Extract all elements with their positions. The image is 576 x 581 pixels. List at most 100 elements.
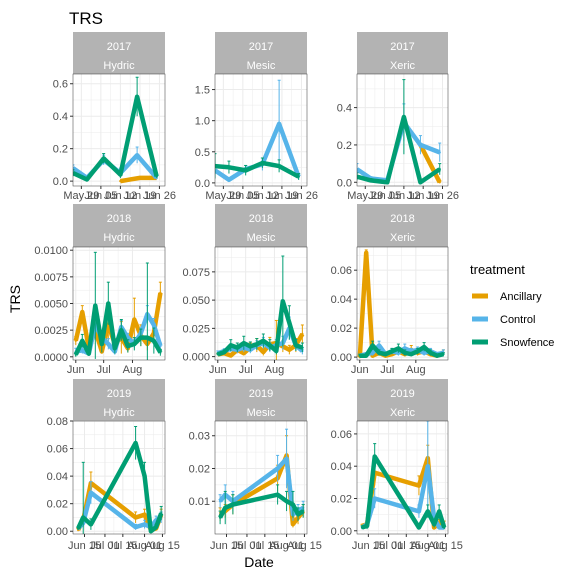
data-point — [119, 173, 122, 176]
data-point — [419, 181, 422, 184]
data-point — [133, 342, 136, 346]
y-tick-label: 0.02 — [331, 493, 352, 505]
panel-data — [218, 428, 305, 528]
facet-panel: 2018 Xeric 0.00 0.02 0.04 0.06 Jun Jul Aug — [331, 204, 449, 376]
data-point — [422, 345, 426, 349]
x-tick-label: Jun 26 — [143, 190, 176, 202]
y-tick-label: 0.02 — [331, 323, 352, 335]
data-point — [422, 351, 426, 354]
y-tick-label: 0.02 — [47, 499, 68, 511]
y-tick-label: 0.00 — [47, 526, 68, 538]
x-tick-label: Jul 15 — [108, 540, 137, 552]
data-point — [294, 344, 298, 347]
x-tick-label: Jun 15 — [68, 540, 101, 552]
facet-strip-year: 2017 — [249, 41, 273, 53]
facet-panel: 2018 Mesic 0.000 0.025 0.050 0.075 Jun Jul Aug — [182, 204, 308, 376]
y-tick-label: 0.00 — [331, 526, 352, 538]
data-point — [74, 339, 77, 343]
data-point — [357, 168, 359, 171]
y-tick-label: 0.06 — [47, 444, 68, 456]
data-point — [268, 344, 272, 347]
data-point — [386, 181, 389, 184]
data-point — [276, 467, 279, 470]
y-tick-label: 0.04 — [47, 471, 68, 483]
y-tick-label: 0.02 — [189, 463, 210, 475]
data-point — [143, 523, 146, 526]
y-tick-label: 0.025 — [182, 323, 210, 335]
facet-strip — [215, 32, 307, 74]
x-tick-label: Jul — [380, 364, 394, 376]
y-tick-label: 0.01 — [189, 496, 210, 508]
facet-panel: 2018 Hydric 0.0000 0.0025 0.0050 0.0075 0.0100… — [34, 204, 166, 376]
facet-strip-year: 2018 — [107, 213, 131, 225]
y-tick-label: 0.075 — [182, 267, 210, 279]
y-tick-label: 0.06 — [331, 429, 352, 441]
facet-strip-site: Xeric — [390, 232, 416, 244]
y-tick-label: 0.0025 — [34, 325, 68, 337]
data-point — [397, 347, 400, 350]
x-tick-label: Aug — [406, 364, 426, 376]
data-point — [227, 166, 231, 169]
data-point — [82, 516, 85, 519]
data-point — [288, 321, 291, 324]
facet-strip — [215, 204, 307, 247]
data-point — [236, 346, 239, 349]
data-point — [139, 336, 143, 339]
data-point — [438, 151, 441, 154]
data-point — [296, 513, 300, 516]
facet-strip-site: Hydric — [103, 60, 135, 72]
facet-strip — [73, 32, 165, 74]
data-point — [377, 344, 381, 347]
data-point — [416, 350, 419, 353]
y-tick-label: 0.050 — [182, 295, 210, 307]
facet-strip — [73, 204, 165, 247]
x-tick-label: Jun 26 — [285, 190, 318, 202]
data-point — [81, 310, 84, 314]
data-point — [242, 341, 246, 345]
x-tick-label: Jun — [67, 364, 85, 376]
y-tick-label: 0.06 — [331, 265, 352, 277]
data-point — [73, 166, 75, 170]
data-point — [152, 323, 156, 327]
data-point — [285, 500, 288, 503]
data-point — [365, 524, 369, 528]
facet-strip-year: 2017 — [107, 41, 131, 53]
facet-strip-year: 2017 — [390, 41, 414, 53]
data-point — [120, 328, 123, 332]
y-axis-label: TRS — [7, 285, 23, 313]
chart-title: TRS — [69, 9, 103, 28]
y-tick-label: 0.04 — [331, 294, 352, 306]
data-point — [419, 143, 422, 147]
data-point — [73, 171, 75, 175]
y-tick-label: 0.0100 — [34, 245, 68, 257]
legend-entries: Ancillary Control Snowfence — [472, 291, 554, 349]
x-tick-label: Jun 15 — [210, 540, 243, 552]
facet-strip-site: Mesic — [247, 232, 276, 244]
series-line-snowfence — [359, 343, 444, 358]
x-axis-label: Date — [244, 554, 274, 570]
data-point — [357, 175, 359, 178]
data-point — [390, 350, 394, 353]
x-tick-label: Jun 15 — [352, 540, 385, 552]
x-tick-label: Jul — [97, 364, 111, 376]
x-tick-label: Aug 01 — [410, 540, 445, 552]
y-tick-label: 0.08 — [47, 416, 68, 428]
data-point — [231, 503, 235, 506]
panel-border — [356, 420, 449, 535]
data-point — [364, 251, 368, 254]
data-point — [371, 351, 374, 354]
facet-strip-year: 2019 — [390, 388, 414, 400]
facet-strip-year: 2019 — [249, 388, 273, 400]
data-point — [403, 347, 406, 350]
data-point — [437, 510, 441, 513]
series-line-snowfence — [357, 114, 441, 185]
data-point — [81, 349, 84, 352]
data-point — [159, 351, 162, 354]
panel-border — [356, 73, 449, 187]
y-tick-label: 0.00 — [331, 352, 352, 364]
x-tick-label: Aug 01 — [269, 540, 304, 552]
panel-data — [357, 249, 445, 359]
